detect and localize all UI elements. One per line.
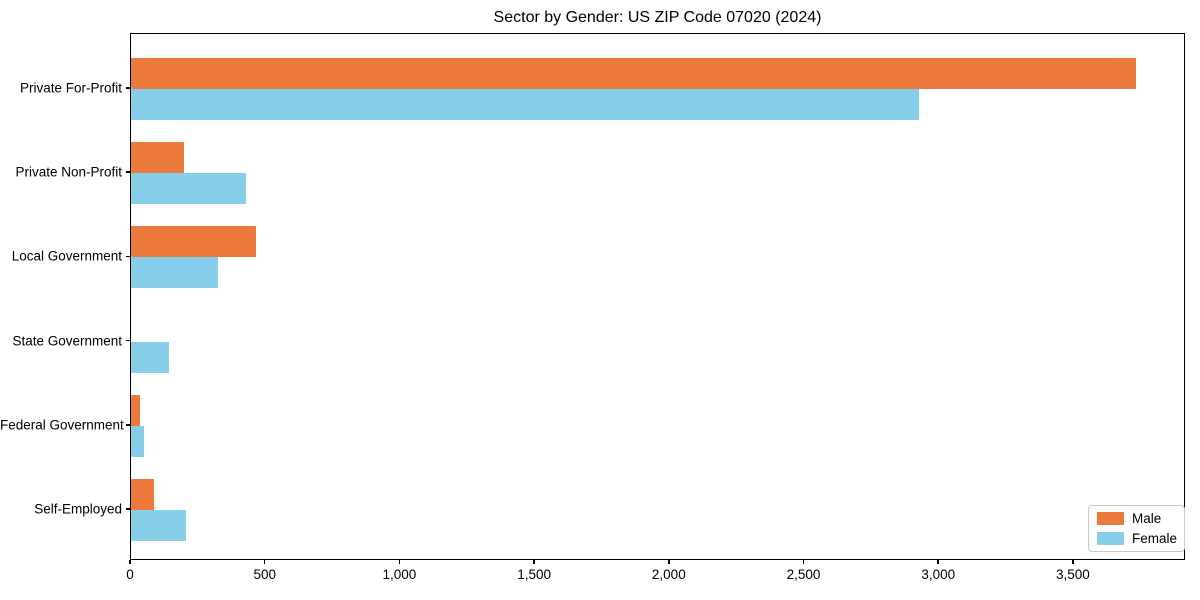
x-tick-mark <box>668 560 670 564</box>
bar-male-private-non-profit <box>131 142 184 174</box>
y-tick-label-federal-government: Federal Government <box>0 417 124 433</box>
y-tick-mark <box>126 508 130 510</box>
bar-female-federal-government <box>131 425 145 457</box>
x-tick-label-1-500: 1,500 <box>517 567 552 582</box>
bar-male-self-employed <box>131 479 154 510</box>
y-tick-mark <box>126 255 130 258</box>
legend: Male Female <box>1088 505 1185 552</box>
plot-area <box>130 33 1185 560</box>
bar-female-self-employed <box>131 510 187 541</box>
x-tick-mark <box>129 560 131 564</box>
x-tick-mark <box>533 560 535 564</box>
legend-label-male: Male <box>1132 511 1162 526</box>
y-tick-mark <box>126 87 130 89</box>
x-tick-label-0: 0 <box>126 567 134 582</box>
y-tick-mark <box>126 171 130 173</box>
bar-male-federal-government <box>131 394 141 426</box>
y-tick-label-private-non-profit: Private Non-Profit <box>15 164 122 180</box>
y-tick-label-private-for-profit: Private For-Profit <box>19 80 122 96</box>
x-tick-label-2-500: 2,500 <box>786 567 821 582</box>
y-tick-label-state-government: State Government <box>12 333 122 349</box>
x-tick-mark <box>1072 560 1074 564</box>
x-tick-label-1-000: 1,000 <box>382 567 417 582</box>
x-tick-mark <box>937 560 939 564</box>
legend-swatch-male <box>1097 512 1124 526</box>
x-tick-label-2-000: 2,000 <box>651 567 686 582</box>
legend-swatch-female <box>1097 531 1124 545</box>
y-tick-mark <box>126 424 130 426</box>
x-tick-label-3-500: 3,500 <box>1056 567 1090 582</box>
legend-item-female: Female <box>1097 530 1178 546</box>
x-tick-mark <box>398 560 401 564</box>
x-tick-label-500: 500 <box>253 567 276 582</box>
x-tick-label-3-000: 3,000 <box>921 567 956 582</box>
x-tick-mark <box>263 560 266 564</box>
x-tick-mark <box>802 560 805 564</box>
bar-female-private-non-profit <box>131 173 247 205</box>
bar-female-private-for-profit <box>131 89 920 120</box>
y-tick-mark <box>126 339 130 342</box>
legend-label-female: Female <box>1132 530 1178 546</box>
bar-female-local-government <box>131 257 218 289</box>
legend-item-male: Male <box>1097 512 1176 526</box>
chart-title: Sector by Gender: US ZIP Code 07020 (202… <box>493 9 822 26</box>
y-tick-label-local-government: Local Government <box>11 248 122 264</box>
bar-female-state-government <box>131 341 169 373</box>
bar-male-local-government <box>131 226 256 258</box>
bar-male-private-for-profit <box>131 58 1136 89</box>
y-tick-label-self-employed: Self-Employed <box>34 501 122 517</box>
